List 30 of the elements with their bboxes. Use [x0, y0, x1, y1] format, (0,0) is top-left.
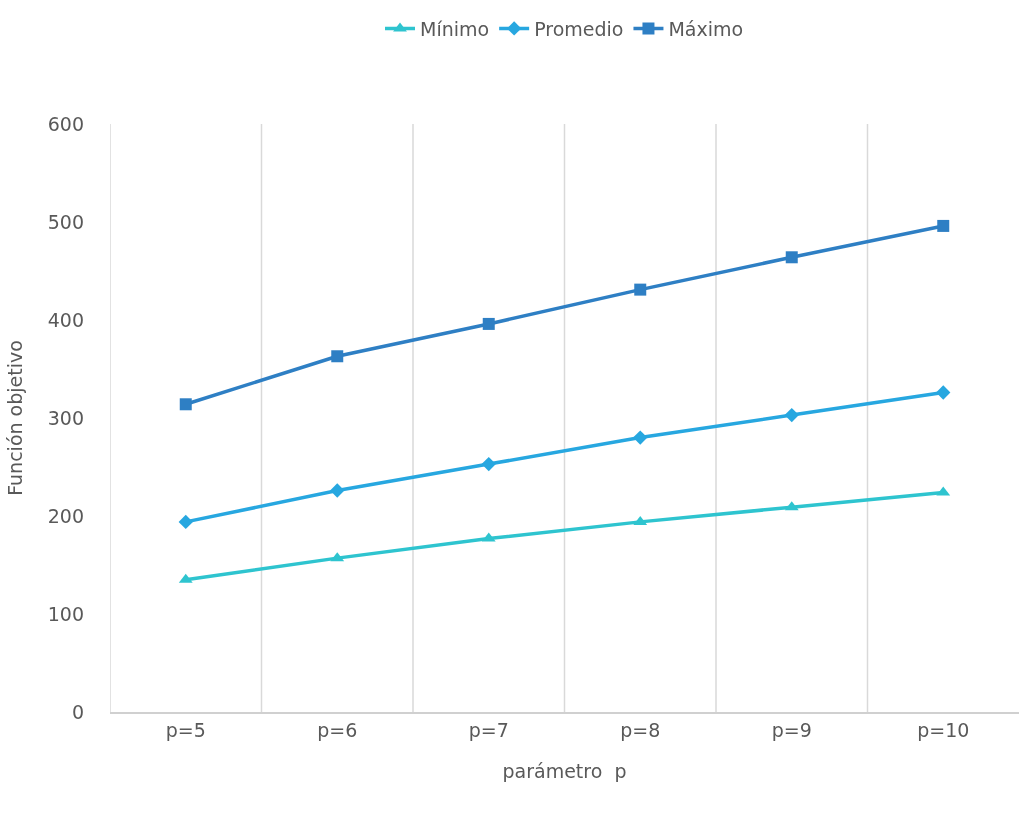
point — [785, 251, 798, 264]
legend-label: Máximo — [668, 17, 744, 40]
point — [634, 283, 647, 296]
point — [331, 350, 344, 363]
x-axis-title: parámetro p — [502, 759, 627, 782]
y-tick-label: 100 — [47, 602, 84, 625]
x-tick-label: p=9 — [771, 718, 812, 741]
x-tick-label: p=10 — [917, 718, 970, 741]
point — [178, 514, 193, 530]
y-tick-label: 400 — [47, 308, 84, 331]
point — [330, 483, 345, 498]
y-tick-label: 500 — [47, 210, 84, 233]
point — [633, 430, 648, 445]
x-tick-label: p=8 — [620, 718, 661, 741]
point — [936, 385, 951, 400]
point — [482, 317, 495, 330]
point — [179, 398, 192, 411]
y-tick-label: 300 — [47, 406, 84, 429]
legend-label: Mínimo — [420, 17, 490, 40]
y-tick-label: 200 — [47, 504, 84, 527]
x-tick-label: p=7 — [468, 718, 509, 741]
y-tick-label: 600 — [47, 112, 84, 135]
point — [481, 456, 496, 472]
x-tick-label: p=5 — [165, 718, 206, 741]
x-tick-label: p=6 — [317, 718, 358, 741]
y-axis-title: Función objetivo — [3, 340, 26, 496]
y-tick-label: 0 — [71, 700, 84, 723]
point — [937, 219, 950, 232]
legend-label: Promedio — [534, 17, 624, 40]
point — [784, 407, 799, 423]
